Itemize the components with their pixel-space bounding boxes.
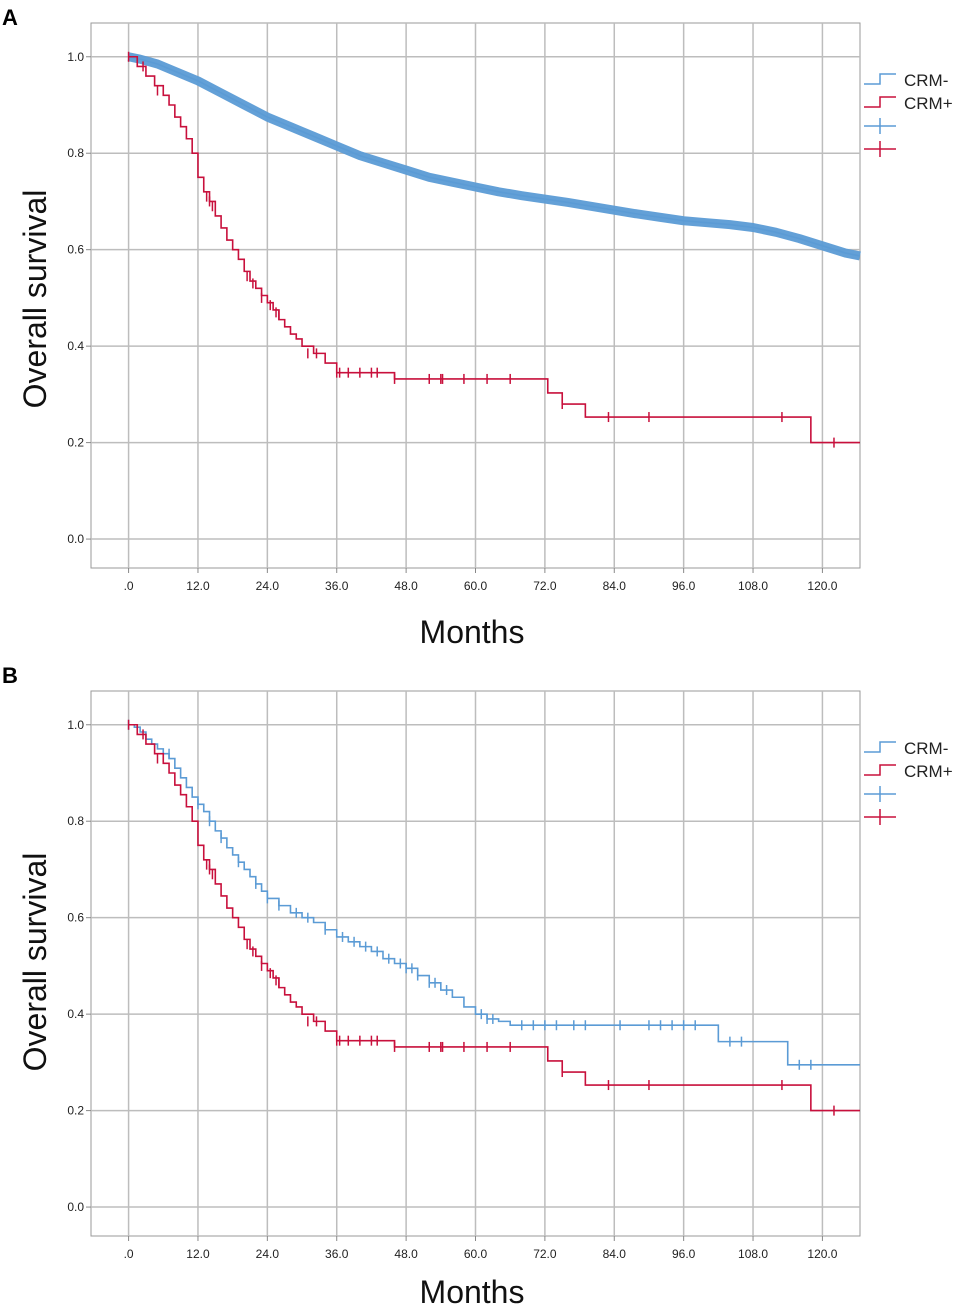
panel-a-x-tick-label: .0	[124, 579, 134, 593]
panel-a-x-tick-label: 12.0	[186, 579, 210, 593]
panel-b-x-tick-label: 108.0	[738, 1247, 768, 1261]
panel-a-x-tick-label: 48.0	[394, 579, 418, 593]
panel-b-gridlines	[91, 691, 860, 1236]
panel-b-letter: B	[2, 663, 18, 688]
panel-b-legend: CRM- CRM+	[864, 739, 953, 825]
panel-a-gridlines	[91, 23, 860, 568]
panel-a-x-tick-label: 108.0	[738, 579, 768, 593]
panel-b-series	[127, 719, 860, 1116]
panel-a-series-crm-neg-curve	[128, 55, 861, 257]
panel-b-x-tick-label: 60.0	[464, 1247, 488, 1261]
panel-a-legend-crm-pos-swatch	[864, 96, 896, 108]
panel-b-y-axis-title: Overall survival	[17, 853, 53, 1072]
panel-a: A .0 12.0 24.0 36.0 48.0 60.0 72.0 84.0 96.0 108.…	[2, 5, 953, 650]
panel-a-legend-crm-neg-label: CRM-	[904, 71, 948, 90]
panel-b-y-tick-label: 0.2	[67, 1104, 84, 1118]
panel-a-legend: CRM- CRM+	[864, 71, 953, 157]
panel-b-y-tick-label: 0.8	[67, 814, 84, 828]
panel-a-x-tick-label: 36.0	[325, 579, 349, 593]
panel-a-x-tick-label: 60.0	[464, 579, 488, 593]
panel-b-y-tick-label: 0.0	[67, 1200, 84, 1214]
panel-b-x-axis-title: Months	[420, 1274, 525, 1307]
panel-b-legend-crm-neg-swatch	[864, 741, 896, 753]
panel-a-legend-crm-pos-label: CRM+	[904, 94, 953, 113]
panel-a-y-ticks: 0.0 0.2 0.4 0.6 0.8 1.0	[67, 50, 91, 546]
panel-b-x-tick-label: .0	[124, 1247, 134, 1261]
panel-a-x-tick-label: 120.0	[807, 579, 837, 593]
panel-a-y-tick-label: 0.4	[67, 339, 84, 353]
panel-b-x-tick-label: 48.0	[394, 1247, 418, 1261]
panel-a-series-crm-neg-censor-band	[127, 52, 861, 261]
panel-a-y-tick-label: 0.2	[67, 436, 84, 450]
panel-b-x-tick-label: 12.0	[186, 1247, 210, 1261]
panel-a-x-tick-label: 84.0	[603, 579, 627, 593]
panel-a-x-tick-label: 72.0	[533, 579, 557, 593]
panel-b-legend-crm-pos-label: CRM+	[904, 762, 953, 781]
panel-b-legend-crm-pos-swatch	[864, 764, 896, 776]
panel-a-series	[127, 51, 861, 448]
panel-a-y-tick-label: 1.0	[67, 50, 84, 64]
panel-b-y-tick-label: 0.4	[67, 1007, 84, 1021]
panel-a-y-tick-label: 0.0	[67, 532, 84, 546]
panel-a-legend-crm-neg-swatch	[864, 73, 896, 85]
panel-b: B .0 12.0 24.0 36.0 48.0 60.0 72.0 84.0 96.0 108.…	[2, 663, 953, 1307]
panel-b-x-tick-label: 36.0	[325, 1247, 349, 1261]
panel-a-y-axis-title: Overall survival	[17, 190, 53, 409]
panel-b-y-tick-label: 0.6	[67, 911, 84, 925]
panel-a-letter: A	[2, 5, 18, 30]
panel-b-legend-crm-neg-label: CRM-	[904, 739, 948, 758]
panel-b-x-ticks: .0 12.0 24.0 36.0 48.0 60.0 72.0 84.0 96.0 108.0 1…	[124, 1236, 838, 1261]
panel-b-x-tick-label: 72.0	[533, 1247, 557, 1261]
panel-b-x-tick-label: 24.0	[256, 1247, 280, 1261]
panel-b-x-tick-label: 120.0	[807, 1247, 837, 1261]
panel-a-x-tick-label: 24.0	[256, 579, 280, 593]
panel-a-x-axis-title: Months	[420, 614, 525, 650]
panel-b-x-tick-label: 96.0	[672, 1247, 696, 1261]
panel-a-x-tick-label: 96.0	[672, 579, 696, 593]
panel-b-x-tick-label: 84.0	[603, 1247, 627, 1261]
panel-a-y-tick-label: 0.8	[67, 146, 84, 160]
panel-b-y-ticks: 0.0 0.2 0.4 0.6 0.8 1.0	[67, 718, 91, 1214]
panel-b-y-tick-label: 1.0	[67, 718, 84, 732]
panel-a-y-tick-label: 0.6	[67, 243, 84, 257]
panel-a-x-ticks: .0 12.0 24.0 36.0 48.0 60.0 72.0 84.0 96.0 108.0 1…	[124, 568, 838, 593]
